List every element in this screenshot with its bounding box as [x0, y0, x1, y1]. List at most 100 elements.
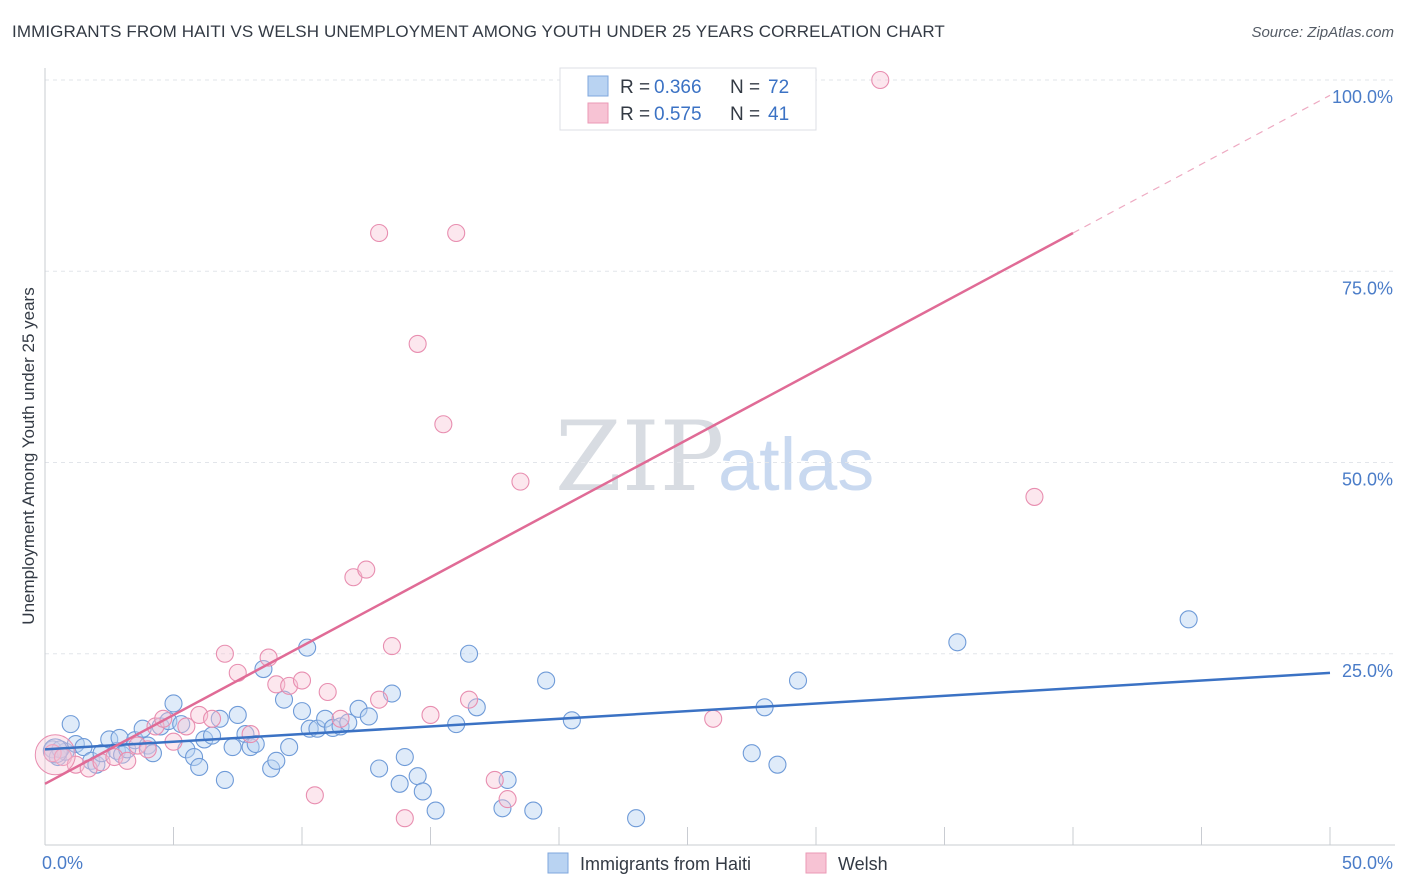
haiti-point-22 [185, 747, 204, 767]
welsh-point-33 [434, 415, 453, 434]
haiti-point-50 [395, 747, 414, 767]
welsh-large-point [34, 734, 76, 776]
legend-haiti-r-label: R = [620, 77, 650, 98]
legend-welsh-n-label: N = [730, 104, 760, 125]
source-label: Source: ZipAtlas.com [1251, 24, 1394, 41]
watermark-atlas: atlas [718, 423, 874, 506]
legend-welsh-n: 41 [768, 104, 789, 125]
welsh-point-32 [421, 705, 440, 725]
haiti-point-53 [426, 801, 445, 820]
welsh-point-23 [318, 682, 337, 702]
bottom-legend-haiti: Immigrants from Haiti [580, 854, 751, 874]
welsh-point-24 [331, 709, 350, 728]
welsh-extra-point-0 [871, 70, 890, 90]
haiti-point-47 [370, 759, 389, 778]
haiti-point-65 [768, 755, 787, 774]
haiti-point-63 [742, 744, 761, 763]
haiti-point-29 [228, 705, 247, 725]
haiti-point-66 [788, 671, 808, 690]
trend-haiti [44, 671, 1331, 751]
y-tick-label-1: 50.0% [1342, 470, 1393, 490]
legend-haiti-r: 0.366 [654, 77, 702, 98]
haiti-point-57 [493, 799, 512, 818]
welsh-point-38 [511, 472, 530, 491]
welsh-point-35 [459, 690, 479, 709]
bottom-legend: Immigrants from Haiti Welsh [547, 852, 888, 874]
legend-swatch-welsh [587, 102, 609, 124]
tick-labels: 25.0% 50.0% 75.0% 100.0% 0.0% 50.0% [42, 87, 1393, 873]
haiti-point-25 [203, 726, 222, 745]
haiti-point-38 [292, 702, 312, 721]
haiti-point-56 [467, 698, 486, 717]
haiti-point-41 [316, 709, 335, 728]
welsh-point-6 [118, 751, 137, 770]
haiti-point-3 [61, 715, 80, 734]
welsh-point-17 [241, 725, 260, 744]
welsh-point-40 [704, 709, 723, 728]
legend-haiti-n-label: N = [730, 77, 760, 98]
y-tick-label-3: 100.0% [1332, 87, 1393, 107]
welsh-point-27 [370, 690, 389, 709]
bottom-legend-welsh: Welsh [838, 854, 888, 874]
legend-swatch-haiti [587, 75, 609, 97]
trend-lines [44, 94, 1331, 785]
gridlines [45, 79, 1395, 655]
series-welsh-points [34, 70, 1044, 828]
trend-welsh [44, 231, 1074, 785]
welsh-point-16 [228, 663, 247, 682]
haiti-point-36 [274, 690, 294, 709]
trend-welsh-extension [1072, 94, 1331, 234]
welsh-point-14 [203, 709, 222, 728]
haiti-point-46 [359, 707, 378, 726]
haiti-point-55 [459, 644, 479, 663]
welsh-point-12 [177, 717, 196, 736]
haiti-point-68 [1179, 610, 1198, 629]
y-tick-label-0: 25.0% [1342, 661, 1393, 681]
welsh-point-37 [498, 790, 517, 809]
haiti-point-32 [246, 734, 265, 754]
welsh-point-26 [357, 560, 376, 579]
welsh-point-22 [305, 786, 324, 805]
x-tick-label-0: 0.0% [42, 853, 83, 873]
haiti-point-67 [948, 633, 967, 652]
bottom-legend-swatch-haiti [547, 852, 569, 874]
haiti-point-19 [164, 694, 183, 713]
welsh-point-30 [395, 809, 414, 828]
haiti-point-35 [267, 751, 286, 770]
welsh-point-15 [215, 644, 234, 663]
welsh-extra-point-1 [1025, 487, 1044, 506]
welsh-point-21 [292, 671, 312, 690]
legend-welsh-r: 0.575 [654, 104, 702, 125]
haiti-point-62 [627, 809, 646, 828]
haiti-point-61 [562, 711, 581, 730]
haiti-point-28 [223, 738, 242, 757]
bottom-legend-swatch-welsh [805, 852, 827, 874]
legend-box: R = 0.366 N = 72 R = 0.575 N = 41 [559, 67, 817, 131]
haiti-point-52 [413, 782, 432, 801]
haiti-point-37 [280, 738, 299, 757]
welsh-point-36 [485, 770, 504, 790]
haiti-point-27 [215, 770, 234, 790]
welsh-point-29 [370, 223, 389, 243]
welsh-point-31 [408, 334, 427, 353]
haiti-point-45 [349, 699, 368, 718]
x-tick-label-1: 50.0% [1342, 853, 1393, 873]
legend-haiti-n: 72 [768, 77, 789, 98]
welsh-point-34 [447, 223, 466, 243]
chart-title: IMMIGRANTS FROM HAITI VS WELSH UNEMPLOYM… [12, 22, 945, 41]
haiti-point-59 [524, 801, 543, 820]
haiti-point-51 [408, 767, 427, 786]
welsh-point-28 [382, 637, 402, 656]
haiti-point-31 [241, 738, 260, 757]
y-tick-label-2: 75.0% [1342, 278, 1393, 298]
legend-welsh-r-label: R = [620, 104, 650, 125]
axes [44, 68, 1395, 846]
y-axis-label: Unemployment Among Youth under 25 years [19, 287, 38, 624]
haiti-point-26 [210, 709, 229, 728]
series-haiti-points [42, 610, 1198, 828]
haiti-point-49 [390, 774, 409, 793]
haiti-point-60 [537, 671, 556, 690]
haiti-point-58 [498, 770, 517, 790]
welsh-point-8 [138, 740, 157, 759]
